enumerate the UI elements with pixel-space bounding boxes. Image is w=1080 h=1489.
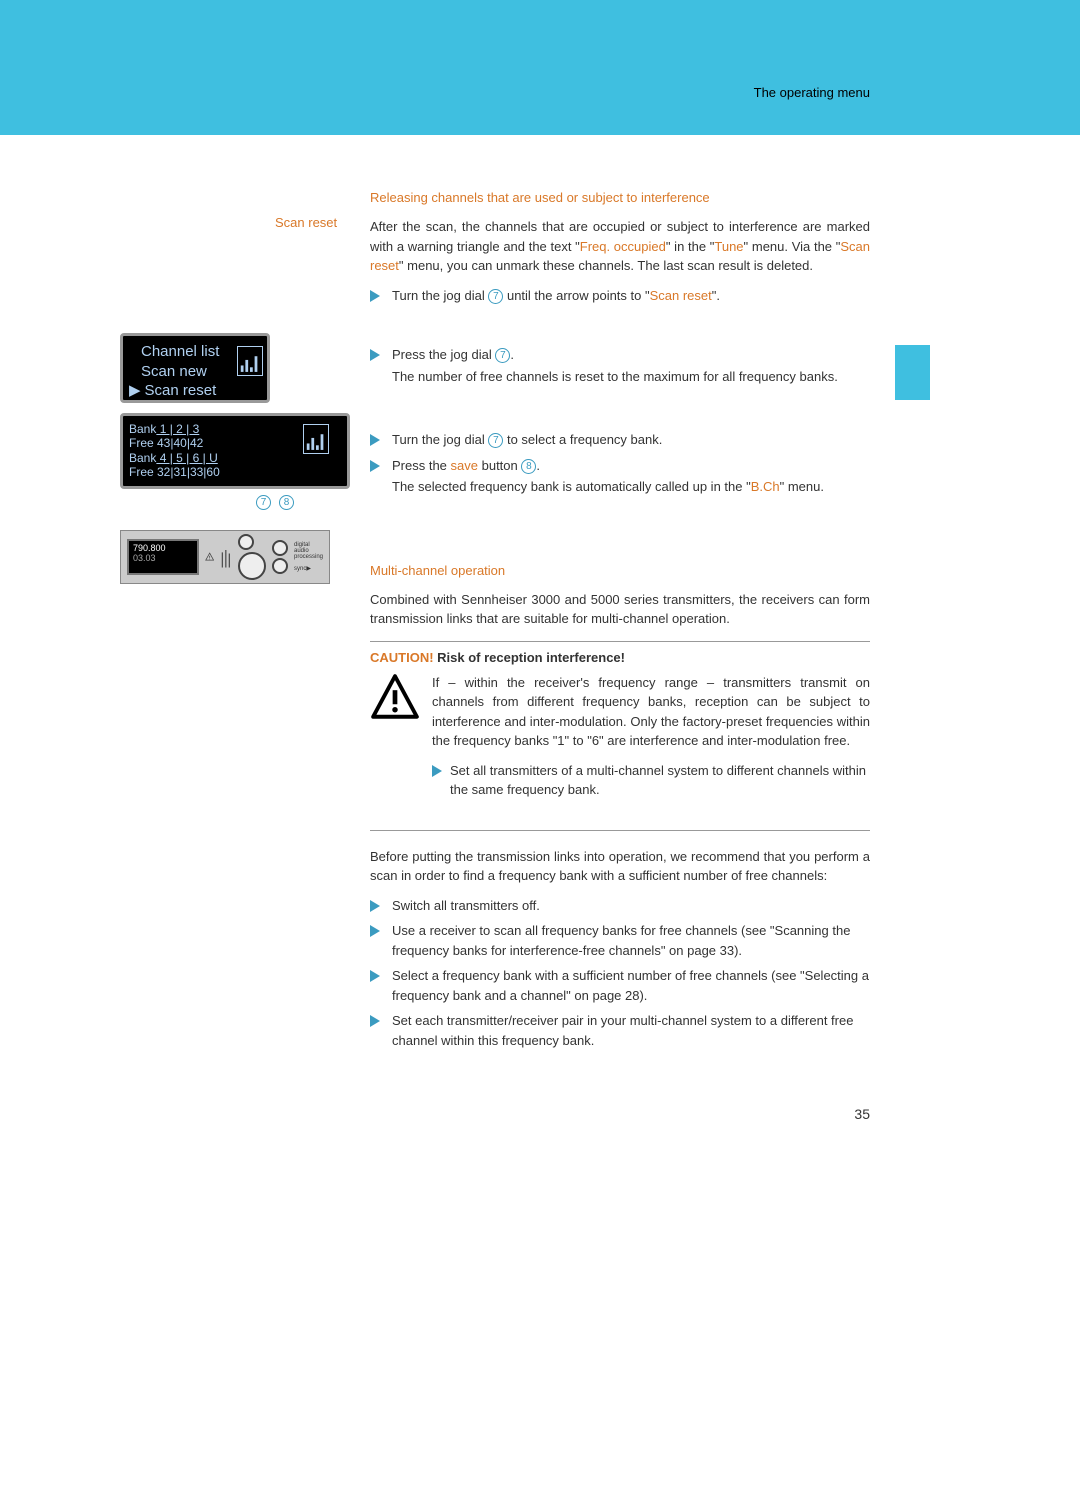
lcd-text: Scan new (141, 362, 207, 382)
ref-7-icon: 7 (495, 348, 510, 363)
warning-triangle-icon (205, 549, 214, 565)
lcd-text: 4 | 5 | 6 | U (156, 451, 217, 465)
device-save-button-icon (272, 540, 288, 556)
lcd-menu-item-selected: ▶Scan reset (129, 381, 261, 401)
device-label-text: digital audioprocessingsync▶ (294, 542, 323, 572)
step-item: Press the jog dial 7. The number of free… (370, 345, 870, 386)
step-item: Press the save button 8. The selected fr… (370, 456, 870, 497)
paragraph: Combined with Sennheiser 3000 and 5000 s… (370, 590, 870, 629)
lcd-text: Bank (129, 451, 156, 465)
step-subtext: The selected frequency bank is automatic… (392, 477, 870, 497)
device-jog-dial-icon (238, 552, 266, 580)
device-freq: 790.800 (133, 543, 193, 553)
lcd-text: 1 | 2 | 3 (156, 422, 199, 436)
lcd-text: Scan reset (145, 381, 217, 401)
step-item: Use a receiver to scan all frequency ban… (370, 921, 870, 960)
warning-triangle-icon (370, 673, 420, 726)
step-list: Switch all transmitters off. Use a recei… (370, 896, 870, 1051)
lcd-text: Free 43|40|42 (129, 436, 279, 450)
main-text-column: Releasing channels that are used or subj… (370, 135, 870, 1106)
antenna-icon (220, 539, 232, 575)
page-number: 35 (854, 1106, 870, 1122)
lcd-menu-screen: Channel list Scan new ▶Scan reset (120, 333, 270, 403)
section-title: Releasing channels that are used or subj… (370, 190, 870, 205)
caution-body: If – within the receiver's frequency ran… (370, 673, 870, 816)
page-content: Scan reset Channel list Scan new ▶Scan r… (0, 135, 1080, 1106)
device-lcd: 790.800 03.03 (127, 539, 199, 575)
device-button-icon (272, 558, 288, 574)
paragraph: Before putting the transmission links in… (370, 847, 870, 886)
step-item: Set all transmitters of a multi-channel … (432, 761, 870, 800)
step-list: Turn the jog dial 7 until the arrow poin… (370, 286, 870, 306)
device-body: 790.800 03.03 digital audioprocessingsyn… (120, 530, 330, 584)
ref-8-icon: 8 (521, 459, 536, 474)
lcd-text: Bank (129, 422, 156, 436)
lcd-table: Bank 1 | 2 | 3 Free 43|40|42 Bank 4 | 5 … (129, 422, 279, 480)
section-title: Multi-channel operation (370, 563, 870, 578)
annotation-circled-8: 8 (279, 495, 294, 510)
figure-column: Channel list Scan new ▶Scan reset Bank 1… (120, 325, 350, 584)
lcd-table-screen: Bank 1 | 2 | 3 Free 43|40|42 Bank 4 | 5 … (120, 413, 350, 489)
step-item: Turn the jog dial 7 until the arrow poin… (370, 286, 870, 306)
step-list: Turn the jog dial 7 to select a frequenc… (370, 430, 870, 497)
step-subtext: The number of free channels is reset to … (392, 367, 870, 387)
device-figure: 790.800 03.03 digital audioprocessingsyn… (120, 530, 330, 584)
ref-7-icon: 7 (488, 433, 503, 448)
step-list: Set all transmitters of a multi-channel … (432, 761, 870, 800)
step-list: Press the jog dial 7. The number of free… (370, 345, 870, 386)
device-knob-icon (238, 534, 254, 550)
annotation-circled-7: 7 (256, 495, 271, 510)
annotation-labels: 7 8 (256, 495, 350, 510)
caution-title: CAUTION! Risk of reception interference! (370, 650, 870, 665)
paragraph: After the scan, the channels that are oc… (370, 217, 870, 276)
header-section-label: The operating menu (754, 85, 870, 100)
step-item: Set each transmitter/receiver pair in yo… (370, 1011, 870, 1050)
lcd-bars-icon (303, 424, 329, 454)
caution-text: If – within the receiver's frequency ran… (432, 673, 870, 751)
caution-box: CAUTION! Risk of reception interference!… (370, 641, 870, 831)
selection-arrow-icon: ▶ (129, 381, 141, 401)
device-channel: 03.03 (133, 553, 193, 563)
page-header: The operating menu (0, 0, 1080, 135)
lcd-bars-icon (237, 346, 263, 376)
ref-7-icon: 7 (488, 289, 503, 304)
step-item: Select a frequency bank with a sufficien… (370, 966, 870, 1005)
margin-label-scan-reset: Scan reset (275, 215, 337, 230)
step-item: Turn the jog dial 7 to select a frequenc… (370, 430, 870, 450)
step-item: Switch all transmitters off. (370, 896, 870, 916)
lcd-text: Free 32|31|33|60 (129, 465, 279, 479)
lcd-text: Channel list (141, 342, 219, 362)
